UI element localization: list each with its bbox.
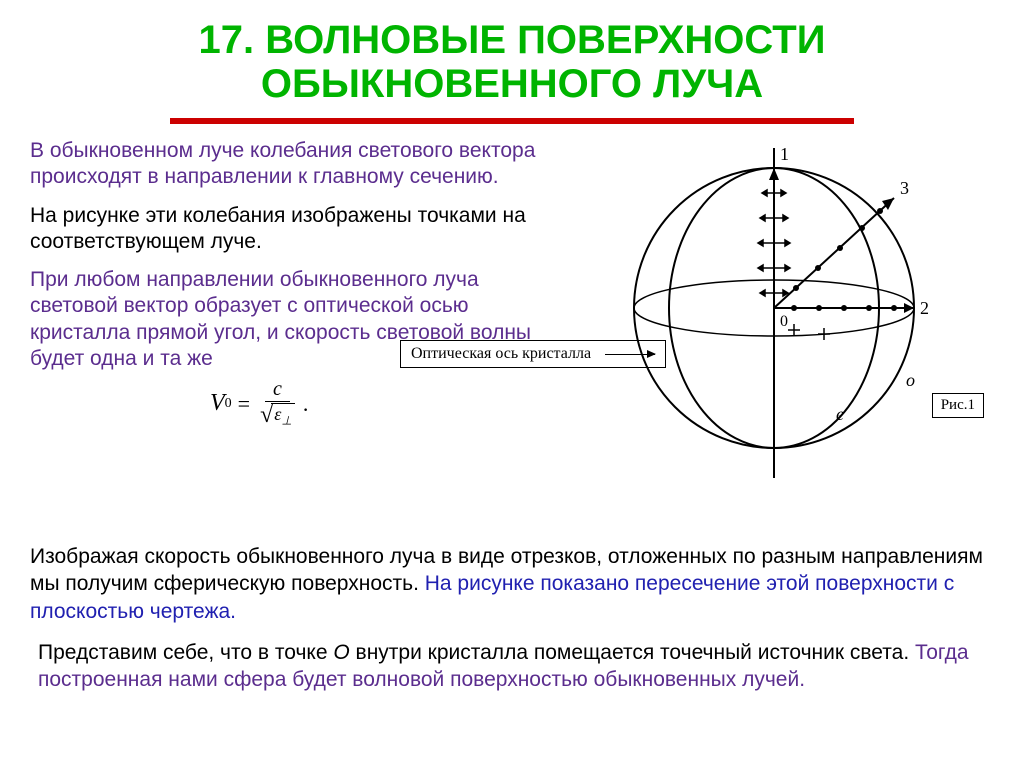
title-line-1: 17. ВОЛНОВЫЕ ПОВЕРХНОСТИ <box>30 18 994 62</box>
label-origin: 0 <box>780 313 788 330</box>
p5-point-O: О <box>333 641 349 664</box>
label-3: 3 <box>900 178 909 198</box>
label-1: 1 <box>780 144 789 164</box>
diagram-column: 1 2 3 0 е о Рис.1 <box>574 138 994 503</box>
figure-label: Рис.1 <box>932 393 984 418</box>
label-2: 2 <box>920 298 929 318</box>
velocity-formula: V0 = c √ ε⊥ . <box>210 378 308 429</box>
upper-content-row: В обыкновенном луче колебания светового … <box>30 138 994 503</box>
arrow-right-icon <box>605 354 655 355</box>
paragraph-1: В обыкновенном луче колебания светового … <box>30 138 564 191</box>
formula-period: . <box>303 391 309 417</box>
formula-V: V <box>210 390 225 417</box>
optical-axis-label: Оптическая ось кристалла <box>400 340 666 368</box>
title-line-2: ОБЫКНОВЕННОГО ЛУЧА <box>30 62 994 106</box>
paragraph-2: На рисунке эти колебания изображены точк… <box>30 203 564 256</box>
label-o: о <box>906 370 915 390</box>
label-e: е <box>836 404 844 424</box>
p5-part-c: внутри кристалла помещается точечный ист… <box>350 641 915 664</box>
p5-part-a: Представим себе, что в точке <box>38 641 333 664</box>
formula-sub0: 0 <box>225 396 232 412</box>
title-underline <box>170 118 854 124</box>
paragraph-4: Изображая скорость обыкновенного луча в … <box>30 543 994 625</box>
paragraph-5: Представим себе, что в точке О внутри кр… <box>30 639 994 694</box>
axis-label-text: Оптическая ось кристалла <box>411 345 591 362</box>
perp-subscript: ⊥ <box>281 413 291 427</box>
fraction: c √ ε⊥ <box>256 378 299 429</box>
text-column: В обыкновенном луче колебания светового … <box>30 138 564 503</box>
numerator: c <box>265 378 290 402</box>
equals-sign: = <box>238 391 250 417</box>
denominator: √ ε⊥ <box>256 402 299 429</box>
slide-title: 17. ВОЛНОВЫЕ ПОВЕРХНОСТИ ОБЫКНОВЕННОГО Л… <box>30 18 994 106</box>
wave-surface-diagram: 1 2 3 0 е о <box>574 138 984 498</box>
